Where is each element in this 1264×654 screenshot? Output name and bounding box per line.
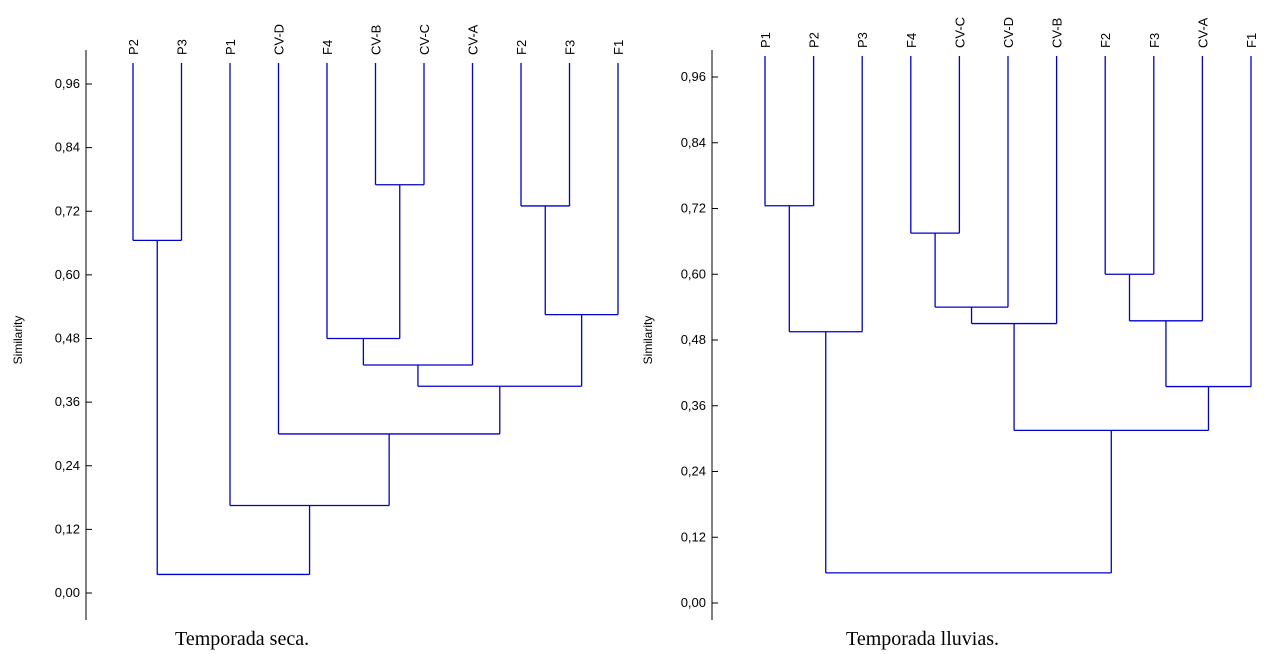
leaf-label: P2 [126,39,141,55]
leaf-label: CV-A [466,24,481,55]
y-tick-label: 0,60 [55,267,80,282]
y-tick-label: 0,72 [55,203,80,218]
leaf-label: F1 [611,40,626,55]
leaf-label: P1 [223,39,238,55]
y-tick-label: 0,96 [55,76,80,91]
leaf-label: CV-A [1195,17,1210,48]
caption-right: Temporada lluvias. [846,628,999,650]
y-tick-label: 0,12 [681,529,706,544]
leaf-label: CV-C [952,17,967,48]
leaf-label: P3 [175,39,190,55]
y-axis-title: Similarity [11,316,25,365]
y-tick-label: 0,96 [681,69,706,84]
y-axis-title: Similarity [641,316,655,365]
y-tick-label: 0,36 [55,394,80,409]
y-tick-label: 0,84 [681,135,706,150]
leaf-label: CV-D [272,24,287,55]
leaf-label: F2 [1098,33,1113,48]
y-tick-label: 0,36 [681,398,706,413]
y-tick-label: 0,00 [55,585,80,600]
y-tick-label: 0,60 [681,266,706,281]
y-tick-label: 0,24 [681,464,706,479]
y-tick-label: 0,48 [681,332,706,347]
leaf-label: F2 [514,40,529,55]
leaf-label: CV-C [417,24,432,55]
y-tick-label: 0,84 [55,140,80,155]
leaf-label: CV-D [1001,17,1016,48]
leaf-label: F3 [563,40,578,55]
leaf-label: F4 [904,33,919,48]
leaf-label: F3 [1147,33,1162,48]
leaf-label: F4 [320,40,335,55]
leaf-label: CV-B [369,25,384,55]
y-tick-label: 0,24 [55,458,80,473]
leaf-label: P1 [758,32,773,48]
leaf-label: P3 [855,32,870,48]
leaf-label: CV-B [1050,18,1065,48]
leaf-label: F1 [1244,33,1259,48]
y-tick-label: 0,48 [55,331,80,346]
y-tick-label: 0,12 [55,521,80,536]
y-tick-label: 0,72 [681,201,706,216]
leaf-label: P2 [807,32,822,48]
caption-left: Temporada seca. [175,628,310,650]
y-tick-label: 0,00 [681,595,706,610]
